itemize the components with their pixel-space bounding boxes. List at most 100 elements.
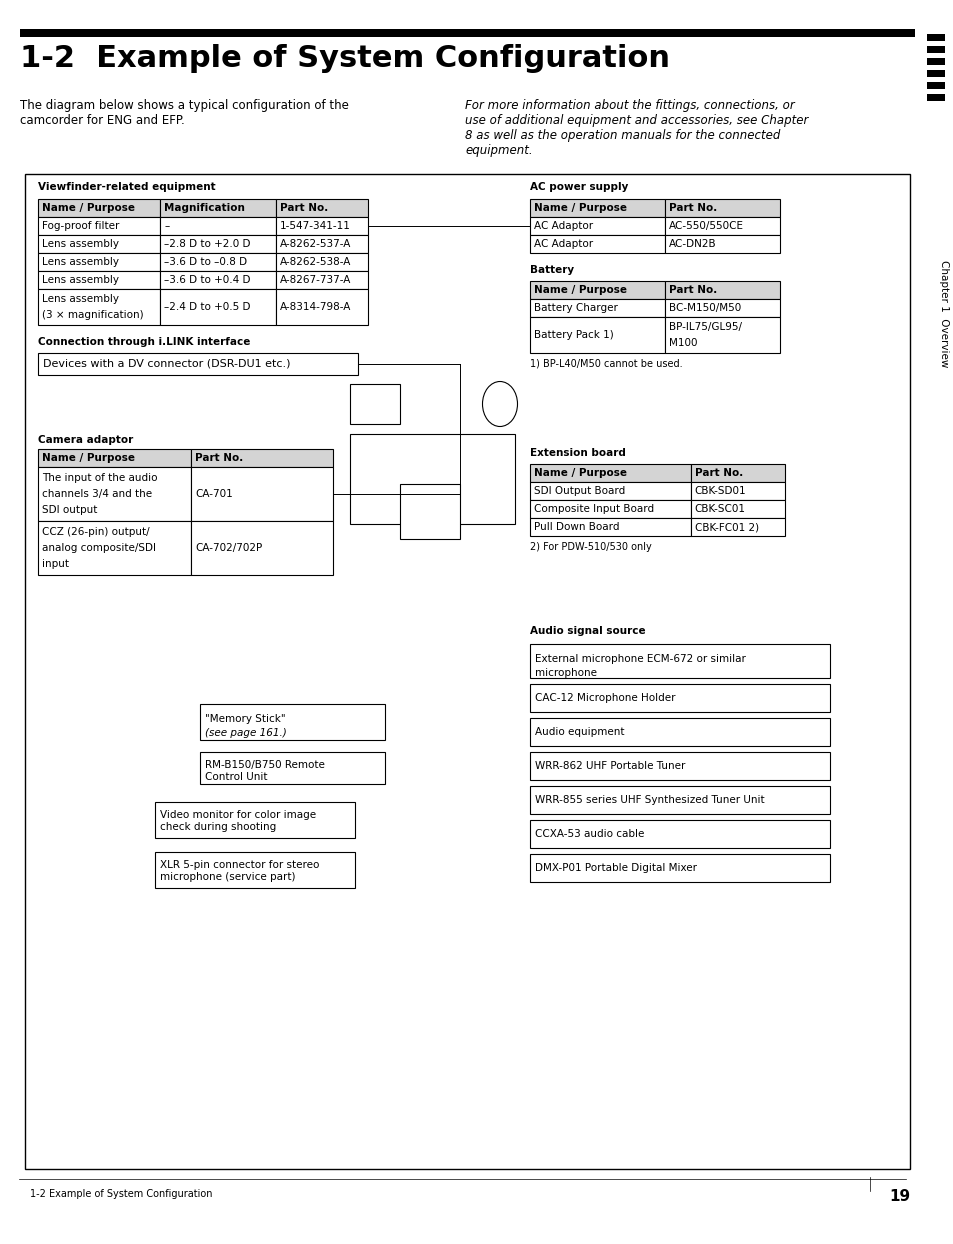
Bar	[200, 753, 385, 784]
Bar	[664, 216, 780, 235]
Bar	[160, 271, 275, 289]
Bar	[530, 464, 690, 481]
Text: Name / Purpose: Name / Purpose	[534, 468, 626, 478]
Bar	[38, 199, 160, 216]
Bar	[530, 500, 690, 518]
Text: CAC-12 Microphone Holder: CAC-12 Microphone Holder	[535, 693, 675, 703]
Bar	[926, 95, 944, 101]
Bar	[154, 802, 355, 838]
Text: AC-DN2B: AC-DN2B	[668, 239, 716, 249]
Text: AC-550/550CE: AC-550/550CE	[668, 221, 743, 231]
Text: WRR-855 series UHF Synthesized Tuner Unit: WRR-855 series UHF Synthesized Tuner Uni…	[535, 795, 763, 805]
Bar	[38, 353, 357, 374]
Bar	[926, 70, 944, 77]
Text: Connection through i.LINK interface: Connection through i.LINK interface	[38, 337, 250, 347]
Bar	[38, 235, 160, 253]
Bar	[275, 271, 368, 289]
Bar	[690, 500, 784, 518]
Bar	[530, 853, 829, 882]
Bar	[926, 58, 944, 65]
Text: Battery Charger: Battery Charger	[534, 304, 618, 313]
Text: AC power supply: AC power supply	[530, 182, 628, 192]
Bar	[38, 521, 192, 575]
Bar	[664, 235, 780, 253]
Text: Part No.: Part No.	[694, 468, 742, 478]
Bar	[200, 704, 385, 740]
Text: (see page 161.): (see page 161.)	[205, 728, 287, 738]
Bar	[38, 216, 160, 235]
Text: The input of the audio: The input of the audio	[42, 473, 157, 483]
Bar	[38, 289, 160, 325]
Text: 1-2 Example of System Configuration: 1-2 Example of System Configuration	[30, 1189, 213, 1199]
Bar	[530, 216, 664, 235]
Bar	[530, 281, 664, 299]
Bar	[160, 235, 275, 253]
Text: Part No.: Part No.	[279, 203, 328, 213]
Text: Lens assembly: Lens assembly	[42, 258, 119, 267]
Bar	[664, 317, 780, 353]
Text: XLR 5-pin connector for stereo: XLR 5-pin connector for stereo	[160, 860, 319, 870]
Text: A-8262-538-A: A-8262-538-A	[279, 258, 351, 267]
Bar	[530, 317, 664, 353]
Text: Name / Purpose: Name / Purpose	[534, 203, 626, 213]
Bar	[25, 174, 909, 1169]
Bar	[690, 481, 784, 500]
Text: Battery: Battery	[530, 265, 574, 275]
Text: WRR-862 UHF Portable Tuner: WRR-862 UHF Portable Tuner	[535, 761, 684, 771]
Bar	[690, 518, 784, 536]
Bar	[530, 481, 690, 500]
Text: Part No.: Part No.	[195, 453, 243, 463]
Text: SDI Output Board: SDI Output Board	[534, 486, 624, 496]
Bar	[530, 644, 829, 678]
Bar	[160, 289, 275, 325]
Text: Audio equipment: Audio equipment	[535, 726, 624, 736]
Text: –3.6 D to +0.4 D: –3.6 D to +0.4 D	[164, 275, 251, 285]
Text: –2.8 D to +2.0 D: –2.8 D to +2.0 D	[164, 239, 251, 249]
Text: Extension board: Extension board	[530, 448, 625, 458]
Bar	[399, 484, 459, 539]
Text: Control Unit: Control Unit	[205, 773, 267, 782]
Text: CCXA-53 audio cable: CCXA-53 audio cable	[535, 829, 643, 838]
Bar	[664, 299, 780, 317]
Bar	[275, 253, 368, 271]
Text: Composite Input Board: Composite Input Board	[534, 504, 654, 514]
Text: Camera adaptor: Camera adaptor	[38, 435, 133, 445]
Text: M100: M100	[668, 338, 697, 348]
Bar	[530, 518, 690, 536]
Text: Audio signal source: Audio signal source	[530, 626, 645, 636]
Text: 1-547-341-11: 1-547-341-11	[279, 221, 350, 231]
Bar	[275, 216, 368, 235]
Text: Lens assembly: Lens assembly	[42, 294, 119, 304]
Bar	[530, 235, 664, 253]
Bar	[160, 216, 275, 235]
Bar	[38, 466, 192, 521]
Text: External microphone ECM-672 or similar: External microphone ECM-672 or similar	[535, 654, 745, 664]
Text: DMX-P01 Portable Digital Mixer: DMX-P01 Portable Digital Mixer	[535, 863, 697, 873]
Bar	[154, 852, 355, 888]
Text: Video monitor for color image: Video monitor for color image	[160, 810, 315, 820]
Text: Devices with a DV connector (DSR-DU1 etc.): Devices with a DV connector (DSR-DU1 etc…	[43, 360, 291, 369]
Bar	[664, 281, 780, 299]
Bar	[192, 449, 333, 466]
Text: –2.4 D to +0.5 D: –2.4 D to +0.5 D	[164, 302, 251, 312]
Bar	[38, 253, 160, 271]
Text: –3.6 D to –0.8 D: –3.6 D to –0.8 D	[164, 258, 247, 267]
Text: (3 × magnification): (3 × magnification)	[42, 310, 144, 320]
Text: CA-702/702P: CA-702/702P	[195, 542, 262, 554]
Ellipse shape	[482, 382, 517, 427]
Text: input: input	[42, 560, 69, 570]
Bar	[530, 718, 829, 746]
Text: "Memory Stick": "Memory Stick"	[205, 714, 285, 724]
Bar	[530, 753, 829, 780]
Text: channels 3/4 and the: channels 3/4 and the	[42, 489, 152, 499]
Bar	[530, 786, 829, 814]
Bar	[38, 271, 160, 289]
Bar	[38, 449, 192, 466]
Text: microphone (service part): microphone (service part)	[160, 872, 295, 882]
Text: –: –	[164, 221, 170, 231]
Text: Name / Purpose: Name / Purpose	[42, 453, 135, 463]
Text: Fog-proof filter: Fog-proof filter	[42, 221, 119, 231]
Text: analog composite/SDI: analog composite/SDI	[42, 542, 156, 554]
Bar	[275, 235, 368, 253]
Text: Lens assembly: Lens assembly	[42, 275, 119, 285]
